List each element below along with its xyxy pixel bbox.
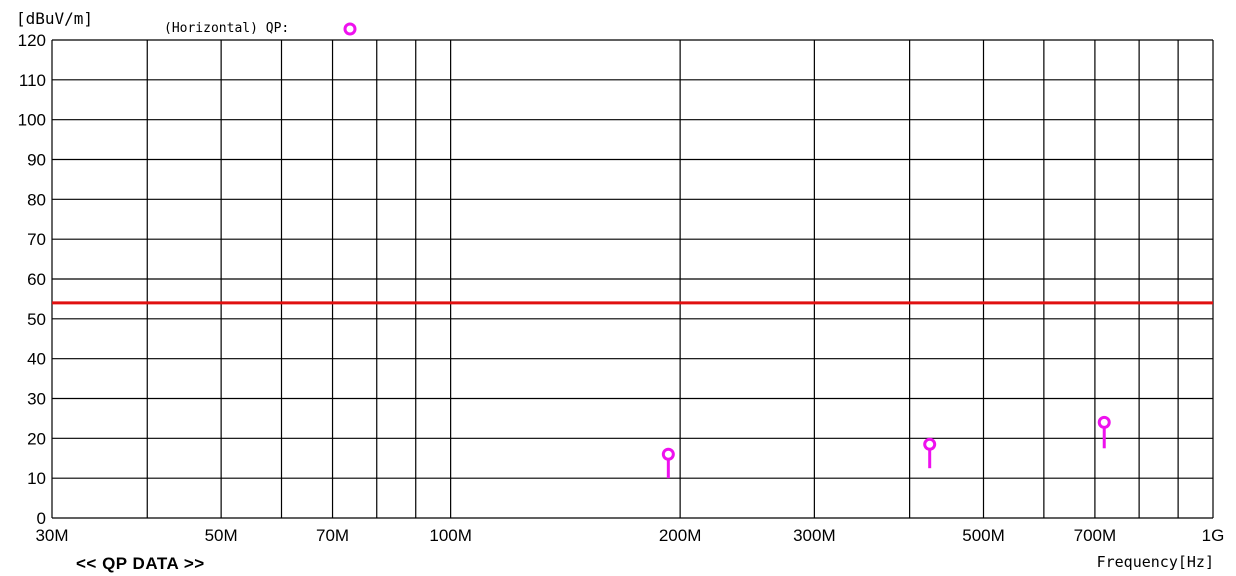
qp-markers [661, 415, 1111, 479]
y-tick-label: 100 [18, 111, 46, 130]
x-axis-unit-label: Frequency[Hz] [1096, 553, 1214, 571]
x-tick-label: 30M [35, 526, 68, 545]
qp-point [1097, 415, 1111, 429]
x-axis-tick-labels: 30M 50M 70M 100M 200M 300M 500M 700M 1G [35, 526, 1224, 545]
y-tick-label: 20 [27, 429, 46, 448]
qp-point [923, 437, 937, 451]
grid [51, 39, 1214, 519]
x-tick-label: 700M [1074, 526, 1117, 545]
y-tick-label: 60 [27, 270, 46, 289]
section-title: << QP DATA >> [76, 554, 205, 573]
legend-marker-icon [343, 22, 357, 36]
legend-text: (Horizontal) QP: [164, 21, 289, 36]
y-axis-tick-labels: 0 10 20 30 40 50 60 70 80 90 100 110 120 [18, 31, 46, 528]
x-tick-label: 70M [316, 526, 349, 545]
y-tick-label: 0 [37, 509, 46, 528]
x-tick-label: 200M [659, 526, 702, 545]
x-tick-label: 1G [1202, 526, 1225, 545]
y-axis-unit-label: [dBuV/m] [16, 9, 93, 28]
y-tick-label: 80 [27, 190, 46, 209]
x-tick-label: 50M [205, 526, 238, 545]
x-tick-label: 500M [962, 526, 1005, 545]
qp-point [661, 447, 675, 461]
y-tick-label: 50 [27, 310, 46, 329]
y-tick-label: 110 [19, 71, 46, 90]
y-tick-label: 90 [27, 151, 46, 170]
x-tick-label: 300M [793, 526, 836, 545]
y-tick-label: 30 [27, 390, 46, 409]
y-tick-label: 120 [18, 31, 46, 50]
y-tick-label: 10 [27, 469, 46, 488]
x-tick-label: 100M [429, 526, 472, 545]
y-tick-label: 70 [27, 230, 46, 249]
y-tick-label: 40 [27, 350, 46, 369]
